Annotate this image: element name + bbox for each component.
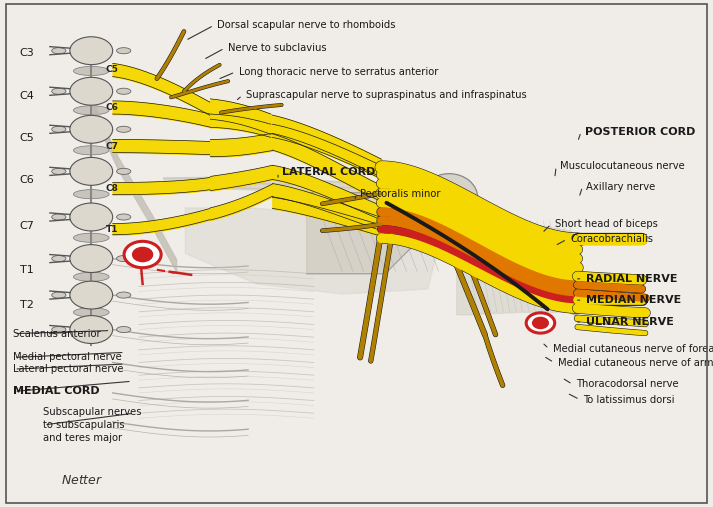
Text: Medial cutaneous nerve of arm: Medial cutaneous nerve of arm bbox=[558, 357, 713, 368]
Text: C7: C7 bbox=[19, 221, 34, 231]
Ellipse shape bbox=[73, 146, 109, 155]
Ellipse shape bbox=[70, 203, 113, 231]
Ellipse shape bbox=[117, 256, 131, 262]
Ellipse shape bbox=[73, 308, 109, 317]
Text: Suprascapular nerve to supraspinatus and infraspinatus: Suprascapular nerve to supraspinatus and… bbox=[246, 90, 527, 100]
Ellipse shape bbox=[70, 315, 113, 344]
Circle shape bbox=[133, 247, 153, 262]
Text: Dorsal scapular nerve to rhomboids: Dorsal scapular nerve to rhomboids bbox=[217, 20, 396, 30]
Ellipse shape bbox=[70, 37, 113, 64]
Text: POSTERIOR CORD: POSTERIOR CORD bbox=[585, 127, 695, 137]
Ellipse shape bbox=[70, 244, 113, 273]
Polygon shape bbox=[93, 100, 177, 272]
Ellipse shape bbox=[73, 106, 109, 115]
Text: T2: T2 bbox=[21, 300, 34, 310]
Text: MEDIAN NERVE: MEDIAN NERVE bbox=[586, 295, 682, 305]
Ellipse shape bbox=[70, 157, 113, 185]
Ellipse shape bbox=[117, 168, 131, 174]
Ellipse shape bbox=[73, 66, 109, 76]
Ellipse shape bbox=[51, 327, 66, 333]
Ellipse shape bbox=[70, 78, 113, 105]
Ellipse shape bbox=[70, 281, 113, 309]
Ellipse shape bbox=[117, 214, 131, 220]
Text: RADIAL NERVE: RADIAL NERVE bbox=[586, 274, 677, 284]
Ellipse shape bbox=[51, 126, 66, 132]
Ellipse shape bbox=[51, 214, 66, 220]
Ellipse shape bbox=[51, 168, 66, 174]
Text: Subscapular nerves
to subscapularis
and teres major: Subscapular nerves to subscapularis and … bbox=[43, 407, 141, 443]
Circle shape bbox=[533, 317, 548, 329]
Text: T1: T1 bbox=[106, 225, 118, 234]
Text: LATERAL CORD: LATERAL CORD bbox=[282, 167, 375, 177]
Text: Scalenus anterior: Scalenus anterior bbox=[13, 329, 101, 339]
Ellipse shape bbox=[413, 189, 429, 217]
Ellipse shape bbox=[51, 88, 66, 94]
Text: Medial pectoral nerve: Medial pectoral nerve bbox=[13, 352, 122, 363]
Polygon shape bbox=[185, 208, 442, 294]
Ellipse shape bbox=[117, 327, 131, 333]
Ellipse shape bbox=[70, 116, 113, 143]
Text: C5: C5 bbox=[106, 65, 118, 75]
Ellipse shape bbox=[73, 233, 109, 242]
Text: ULNAR NERVE: ULNAR NERVE bbox=[586, 317, 674, 327]
Text: $\it{Netter}$: $\it{Netter}$ bbox=[61, 474, 103, 487]
Ellipse shape bbox=[117, 48, 131, 54]
Text: C8: C8 bbox=[106, 184, 118, 193]
Ellipse shape bbox=[51, 48, 66, 54]
Text: Musculocutaneous nerve: Musculocutaneous nerve bbox=[560, 161, 684, 171]
Text: Nerve to subclavius: Nerve to subclavius bbox=[228, 43, 327, 53]
Text: Axillary nerve: Axillary nerve bbox=[586, 182, 655, 192]
Ellipse shape bbox=[51, 256, 66, 262]
Circle shape bbox=[124, 241, 161, 268]
Text: Thoracodorsal nerve: Thoracodorsal nerve bbox=[576, 379, 679, 389]
Ellipse shape bbox=[73, 190, 109, 199]
Text: MEDIAL CORD: MEDIAL CORD bbox=[13, 386, 99, 396]
Text: C7: C7 bbox=[106, 141, 118, 151]
Text: C5: C5 bbox=[19, 133, 34, 143]
Text: Medial cutaneous nerve of forearm: Medial cutaneous nerve of forearm bbox=[553, 344, 713, 354]
Circle shape bbox=[526, 313, 555, 333]
Polygon shape bbox=[307, 193, 421, 274]
Text: Pectoralis minor: Pectoralis minor bbox=[360, 189, 441, 199]
Ellipse shape bbox=[51, 292, 66, 298]
Ellipse shape bbox=[117, 292, 131, 298]
Text: Long thoracic nerve to serratus anterior: Long thoracic nerve to serratus anterior bbox=[239, 67, 438, 77]
Text: Lateral pectoral nerve: Lateral pectoral nerve bbox=[13, 364, 123, 374]
Text: Short head of biceps: Short head of biceps bbox=[555, 219, 657, 229]
Ellipse shape bbox=[117, 88, 131, 94]
Text: C4: C4 bbox=[19, 91, 34, 101]
Text: C6: C6 bbox=[106, 103, 118, 112]
Text: To latissimus dorsi: To latissimus dorsi bbox=[583, 394, 674, 405]
Text: T1: T1 bbox=[21, 265, 34, 275]
Ellipse shape bbox=[117, 126, 131, 132]
Ellipse shape bbox=[73, 272, 109, 281]
Text: C3: C3 bbox=[19, 48, 34, 58]
Ellipse shape bbox=[421, 173, 478, 222]
Text: Coracobrachialis: Coracobrachialis bbox=[570, 234, 653, 244]
Text: C6: C6 bbox=[19, 175, 34, 185]
